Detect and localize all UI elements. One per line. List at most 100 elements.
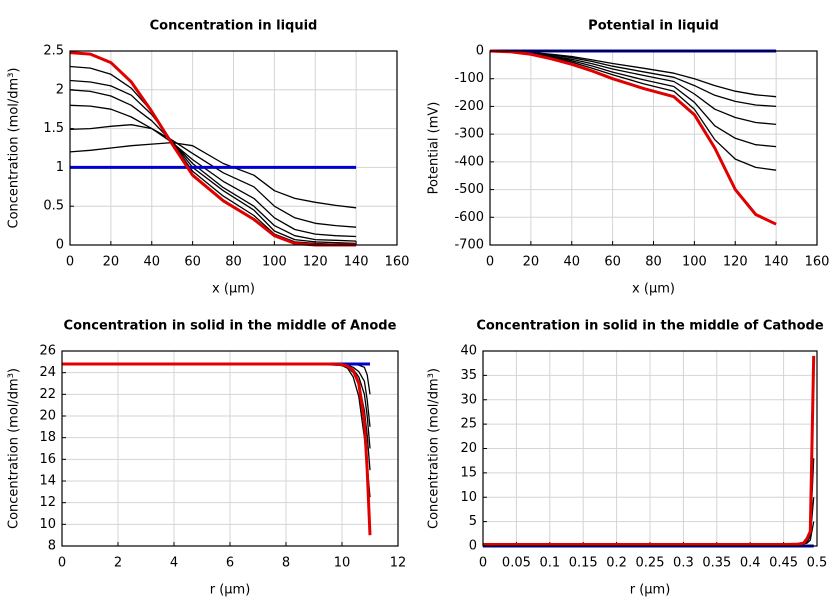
- data-line: [483, 497, 815, 546]
- x-tick-label: 100: [682, 255, 707, 270]
- x-tick-label: 140: [344, 255, 369, 270]
- x-tick-label: 0: [486, 255, 494, 270]
- x-tick-label: 0: [58, 556, 66, 571]
- chart-title: Concentration in solid in the middle of …: [64, 319, 397, 334]
- data-line: [69, 141, 357, 209]
- plot-area: 0 5 10 15 20 25 30 35 40 0 0.05 0.1 0.15 0.2 0.25 0.3 0.…: [427, 319, 828, 598]
- x-tick-label: 160: [805, 255, 830, 270]
- y-tick-label: 0: [469, 539, 477, 554]
- x-axis-label: x (µm): [632, 282, 675, 297]
- y-tick-label: 35: [460, 368, 477, 383]
- data-line: [489, 50, 777, 171]
- y-axis-label: Potential (mV): [427, 102, 442, 195]
- x-tick-label: 0.4: [740, 556, 761, 571]
- x-tick-label: 20: [103, 255, 120, 270]
- x-tick-label: 40: [143, 255, 160, 270]
- y-tick-label: 1.5: [43, 121, 64, 136]
- data-line: [69, 65, 357, 245]
- y-tick-label: 20: [39, 409, 56, 424]
- y-tick-label: 40: [460, 344, 477, 359]
- y-tick-label: 14: [39, 474, 56, 489]
- data-line: [62, 362, 372, 536]
- y-tick-label: 1: [56, 160, 64, 175]
- y-tick-label: 16: [39, 452, 56, 467]
- x-axis-label: x (µm): [212, 282, 255, 297]
- x-tick-label: 0: [66, 255, 74, 270]
- x-tick-label: 0: [479, 556, 487, 571]
- y-tick-label: -500: [454, 182, 484, 197]
- chart-title: Concentration in solid in the middle of …: [476, 319, 824, 334]
- y-tick-label: 20: [460, 441, 477, 456]
- y-tick-label: -100: [454, 71, 484, 86]
- y-tick-label: 10: [39, 517, 56, 532]
- y-tick-label: -400: [454, 154, 484, 169]
- y-axis-label: Concentration (mol/dm³): [427, 368, 442, 529]
- data-line: [489, 50, 777, 126]
- data-line: [483, 355, 816, 546]
- x-tick-label: 160: [385, 255, 410, 270]
- x-tick-label: 10: [334, 556, 351, 571]
- x-tick-label: 120: [303, 255, 328, 270]
- x-tick-label: 120: [723, 255, 748, 270]
- y-tick-label: 2: [56, 82, 64, 97]
- x-tick-label: 4: [170, 556, 178, 571]
- x-tick-label: 80: [225, 255, 242, 270]
- data-line: [69, 104, 357, 238]
- chart-title: Concentration in liquid: [150, 19, 318, 34]
- plot-area: -700 -600 -500 -400 -300 -200 -100 0 0 20 40 60 80 10…: [427, 19, 830, 297]
- data-line: [62, 363, 371, 471]
- x-tick-label: 0.1: [539, 556, 560, 571]
- plot-frame: [69, 50, 398, 246]
- y-tick-label: 5: [469, 514, 477, 529]
- y-tick-label: 24: [39, 365, 56, 380]
- data-line: [69, 89, 357, 242]
- x-tick-label: 0.05: [502, 556, 531, 571]
- x-tick-label: 0.5: [807, 556, 828, 571]
- y-tick-label: 0.5: [43, 199, 64, 214]
- data-line: [62, 363, 371, 449]
- x-tick-label: 80: [645, 255, 662, 270]
- plot-frame: [489, 50, 818, 246]
- y-tick-label: 25: [460, 417, 477, 432]
- data-line: [69, 124, 357, 228]
- y-tick-label: 18: [39, 430, 56, 445]
- y-tick-label: 26: [39, 344, 56, 359]
- x-tick-label: 0.3: [673, 556, 694, 571]
- y-axis-label: Concentration (mol/dm³): [7, 368, 22, 529]
- y-tick-label: 0: [476, 44, 484, 59]
- data-line: [62, 363, 371, 427]
- data-line: [489, 49, 777, 226]
- y-tick-label: -700: [454, 238, 484, 253]
- x-tick-label: 0.45: [769, 556, 798, 571]
- x-tick-label: 60: [184, 255, 201, 270]
- x-tick-label: 60: [604, 255, 621, 270]
- x-tick-label: 100: [262, 255, 287, 270]
- x-tick-label: 0.2: [606, 556, 627, 571]
- x-tick-label: 140: [764, 255, 789, 270]
- data-line: [483, 458, 815, 546]
- y-tick-label: -600: [454, 210, 484, 225]
- data-line: [69, 79, 357, 245]
- x-tick-label: 12: [390, 556, 407, 571]
- data-line: [483, 521, 815, 546]
- x-tick-label: 0.15: [569, 556, 598, 571]
- y-tick-label: 12: [39, 495, 56, 510]
- x-tick-label: 2: [114, 556, 122, 571]
- x-axis-label: r (µm): [210, 583, 251, 598]
- data-line: [62, 363, 371, 498]
- data-line: [69, 51, 357, 247]
- x-axis-label: r (µm): [630, 583, 671, 598]
- x-tick-label: 0.25: [636, 556, 665, 571]
- plot-frame: [61, 350, 399, 547]
- y-tick-label: 22: [39, 387, 56, 402]
- y-tick-label: 30: [460, 392, 477, 407]
- y-tick-label: 0: [56, 238, 64, 253]
- y-tick-label: 8: [48, 539, 56, 554]
- x-tick-label: 8: [282, 556, 290, 571]
- y-tick-label: 10: [460, 490, 477, 505]
- x-tick-label: 20: [523, 255, 540, 270]
- chart-title: Potential in liquid: [588, 19, 719, 34]
- y-tick-label: 15: [460, 465, 477, 480]
- x-tick-label: 40: [563, 255, 580, 270]
